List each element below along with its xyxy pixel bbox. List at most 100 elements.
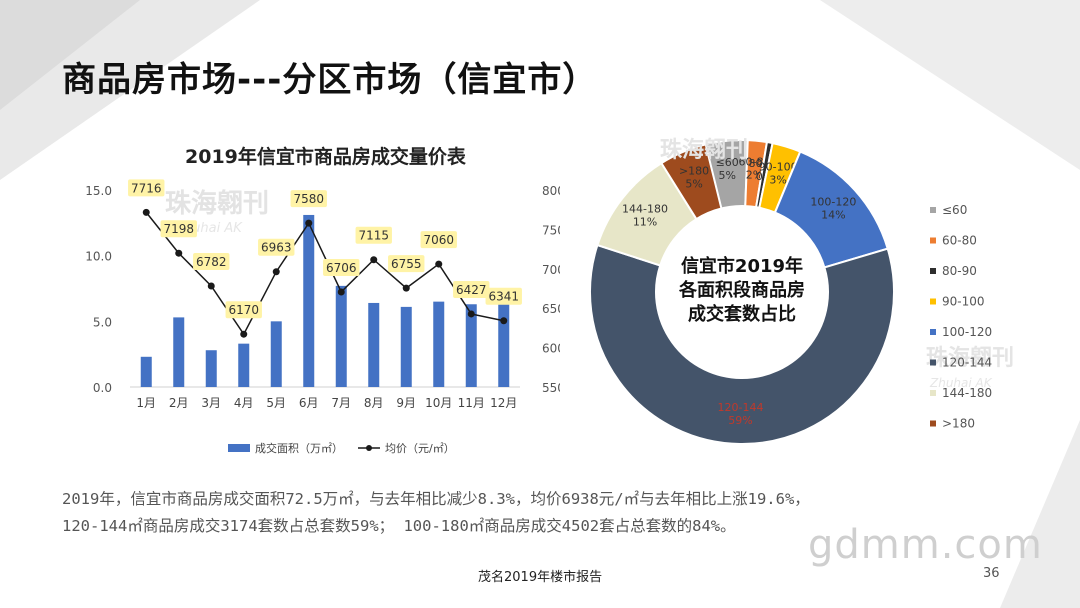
price-data-label: 7580 xyxy=(293,192,324,206)
site-watermark: gdmm.com xyxy=(808,522,1043,568)
bar xyxy=(433,301,445,387)
y2-tick-label: 6500 xyxy=(542,302,560,316)
price-point xyxy=(435,260,443,268)
y-tick-label: 0.0 xyxy=(93,381,112,395)
summary-line-1: 2019年，信宜市商品房成交面积72.5万㎡，与去年相比减少8.3%，均价693… xyxy=(62,490,810,508)
x-tick-label: 6月 xyxy=(299,396,319,410)
summary-text: 2019年，信宜市商品房成交面积72.5万㎡，与去年相比减少8.3%，均价693… xyxy=(62,486,1022,540)
legend-label: ≤60 xyxy=(942,203,967,217)
price-label-bg xyxy=(388,255,425,273)
price-point xyxy=(500,317,508,325)
price-point xyxy=(402,284,410,292)
price-data-label: 6782 xyxy=(196,255,227,269)
price-data-label: 6963 xyxy=(261,241,292,255)
y2-tick-label: 6000 xyxy=(542,342,560,356)
y-tick-label: 15.0 xyxy=(85,184,112,198)
price-label-bg xyxy=(420,231,457,249)
donut-slice xyxy=(660,143,723,221)
price-label-bg xyxy=(290,190,327,208)
watermark-brand: 珠海翱刊 xyxy=(926,345,1014,371)
slice-data-label: 90-100 3% xyxy=(759,160,798,186)
x-tick-label: 2月 xyxy=(169,396,189,410)
legend-label: 80-90 xyxy=(942,264,977,278)
price-data-label: 6427 xyxy=(456,283,487,297)
bar xyxy=(498,288,510,387)
price-data-label: 7115 xyxy=(358,229,389,243)
watermark-brand: 珠海翱刊 xyxy=(165,189,269,219)
price-data-label: 6706 xyxy=(326,261,357,275)
page-title: 商品房市场---分区市场（信宜市） xyxy=(62,60,598,100)
legend-swatch-area xyxy=(228,444,250,452)
legend-swatch xyxy=(930,420,936,427)
legend-label: 100-120 xyxy=(942,325,992,339)
bar xyxy=(335,285,347,387)
price-label-bg xyxy=(453,280,490,298)
slice-data-label: 144-180 11% xyxy=(622,202,668,228)
bar xyxy=(400,306,412,387)
legend-label: 60-80 xyxy=(942,234,977,248)
price-point xyxy=(272,268,280,276)
page-number: 36 xyxy=(983,566,1000,581)
donut-center-text: 各面积段商品房 xyxy=(678,279,805,301)
price-label-bg xyxy=(258,238,295,256)
legend-label-price: 均价（元/㎡） xyxy=(385,442,455,455)
y-tick-label: 10.0 xyxy=(85,250,112,264)
watermark-brand: 珠海翱刊 xyxy=(660,137,748,163)
chart-title-volume-price: 2019年信宜市商品房成交量价表 xyxy=(185,146,466,168)
y2-tick-label: 5500 xyxy=(542,381,560,395)
donut-center-text: 成交套数占比 xyxy=(688,303,796,325)
legend-swatch xyxy=(930,237,936,244)
donut-slice xyxy=(590,243,895,445)
price-data-label: 7198 xyxy=(163,222,194,236)
watermark-en: Zhuhai AK xyxy=(929,376,993,390)
price-label-bg xyxy=(485,287,522,305)
price-point xyxy=(337,288,345,296)
price-label-bg xyxy=(323,258,360,276)
bar xyxy=(140,356,152,387)
price-data-label: 7060 xyxy=(423,233,454,247)
x-tick-label: 10月 xyxy=(425,396,452,410)
price-label-bg xyxy=(160,220,197,238)
price-point xyxy=(175,249,183,257)
price-data-label: 6341 xyxy=(488,290,519,304)
price-data-label: 6755 xyxy=(391,257,422,271)
x-tick-label: 9月 xyxy=(396,396,416,410)
price-data-label: 6170 xyxy=(228,303,259,317)
price-label-bg xyxy=(128,179,165,197)
x-tick-label: 3月 xyxy=(201,396,221,410)
donut-center xyxy=(657,207,827,377)
x-tick-label: 7月 xyxy=(331,396,351,410)
price-label-bg xyxy=(193,252,230,270)
footer-report-name: 茂名2019年楼市报告 xyxy=(478,570,603,585)
slice-data-label: ≤60 5% xyxy=(716,156,739,182)
price-label-bg xyxy=(355,226,392,244)
bar xyxy=(270,321,282,387)
bar xyxy=(368,302,380,387)
legend-swatch xyxy=(930,298,936,305)
bar xyxy=(465,304,477,387)
legend-label: >180 xyxy=(942,417,975,431)
y-tick-label: 5.0 xyxy=(93,315,112,329)
x-tick-label: 8月 xyxy=(364,396,384,410)
price-point xyxy=(240,330,248,338)
price-label-bg xyxy=(225,301,262,319)
legend-swatch xyxy=(930,268,936,274)
legend-marker-price xyxy=(366,445,372,451)
bar xyxy=(303,214,315,387)
x-tick-label: 5月 xyxy=(266,396,286,410)
x-tick-label: 11月 xyxy=(458,396,485,410)
legend-label: 90-100 xyxy=(942,295,985,309)
area-share-donut-chart: ≤60 5%60-80 2%80-90 0%90-100 3%100-120 14%120… xyxy=(590,137,1014,445)
x-tick-label: 4月 xyxy=(234,396,254,410)
price-point xyxy=(305,219,313,227)
price-point xyxy=(207,282,215,290)
volume-price-chart: 15.0 10.0 5.0 0.0 8000 7500 7000 6500 6000 5500 珠海… xyxy=(85,179,560,455)
y2-tick-label: 7000 xyxy=(542,263,560,277)
donut-center-text: 信宜市2019年 xyxy=(681,255,803,277)
slice-data-label: 100-120 14% xyxy=(810,196,856,222)
legend-swatch xyxy=(930,207,936,213)
y2-tick-label: 7500 xyxy=(542,223,560,237)
bar xyxy=(238,343,250,387)
price-point xyxy=(142,208,150,216)
